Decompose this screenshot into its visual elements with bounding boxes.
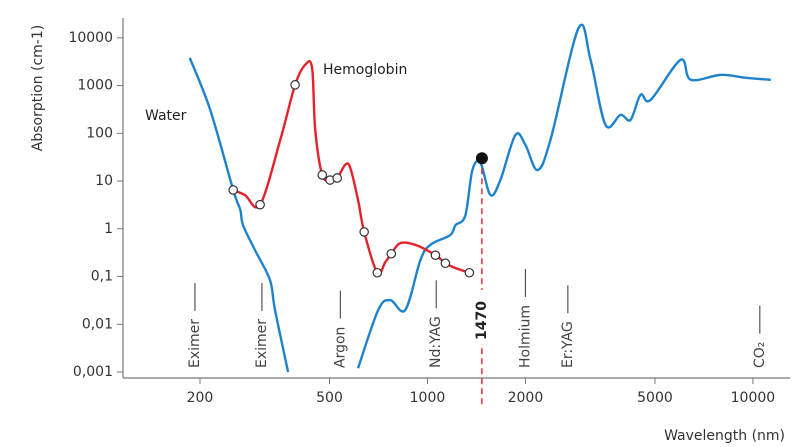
- data-point: [317, 170, 328, 180]
- y-tick-label: 10: [95, 173, 113, 189]
- highlight-label: 1470: [474, 301, 490, 340]
- x-tick-label: 2000: [508, 390, 544, 406]
- y-tick-label: 0,001: [73, 364, 113, 380]
- data-point: [386, 248, 397, 259]
- y-tick-label: 0,01: [82, 316, 113, 332]
- y-tick-label: 100: [86, 125, 113, 141]
- laser-label: Argon: [332, 327, 348, 368]
- x-axis-label: Wavelength (nm): [664, 428, 785, 444]
- laser-label: Er:YAG: [560, 321, 576, 368]
- x-tick-label: 5000: [637, 390, 673, 406]
- data-point: [464, 267, 475, 278]
- laser-label: CO₂: [752, 342, 768, 368]
- laser-label: Nd:YAG: [428, 316, 444, 368]
- series-line: [356, 23, 771, 369]
- data-point: [430, 250, 441, 260]
- series-line: [188, 57, 290, 373]
- x-tick-label: 200: [187, 390, 214, 406]
- y-tick-label: 0,1: [91, 269, 113, 285]
- data-point: [290, 80, 300, 90]
- y-tick-label: 10000: [68, 30, 113, 46]
- highlight-label-bg: [472, 290, 491, 344]
- laser-label: Holmium: [517, 305, 533, 368]
- x-tick-label: 10000: [731, 390, 776, 406]
- highlight-point: [475, 152, 488, 165]
- y-tick-label: 1: [104, 221, 113, 237]
- laser-label: Eximer: [187, 319, 203, 368]
- series-label: Water: [145, 108, 187, 124]
- data-point: [440, 258, 451, 269]
- x-tick-label: 500: [316, 390, 343, 406]
- data-point: [255, 199, 265, 210]
- data-point: [359, 227, 369, 237]
- series-line: [232, 59, 470, 276]
- laser-label: Eximer: [254, 319, 270, 368]
- series-label: Hemoglobin: [323, 62, 407, 78]
- x-tick-label: 1000: [410, 390, 446, 406]
- data-point: [228, 185, 239, 195]
- y-tick-label: 1000: [77, 78, 113, 94]
- y-axis-label: Absorption (cm-1): [30, 25, 46, 151]
- data-point: [372, 267, 383, 278]
- data-point: [332, 173, 343, 183]
